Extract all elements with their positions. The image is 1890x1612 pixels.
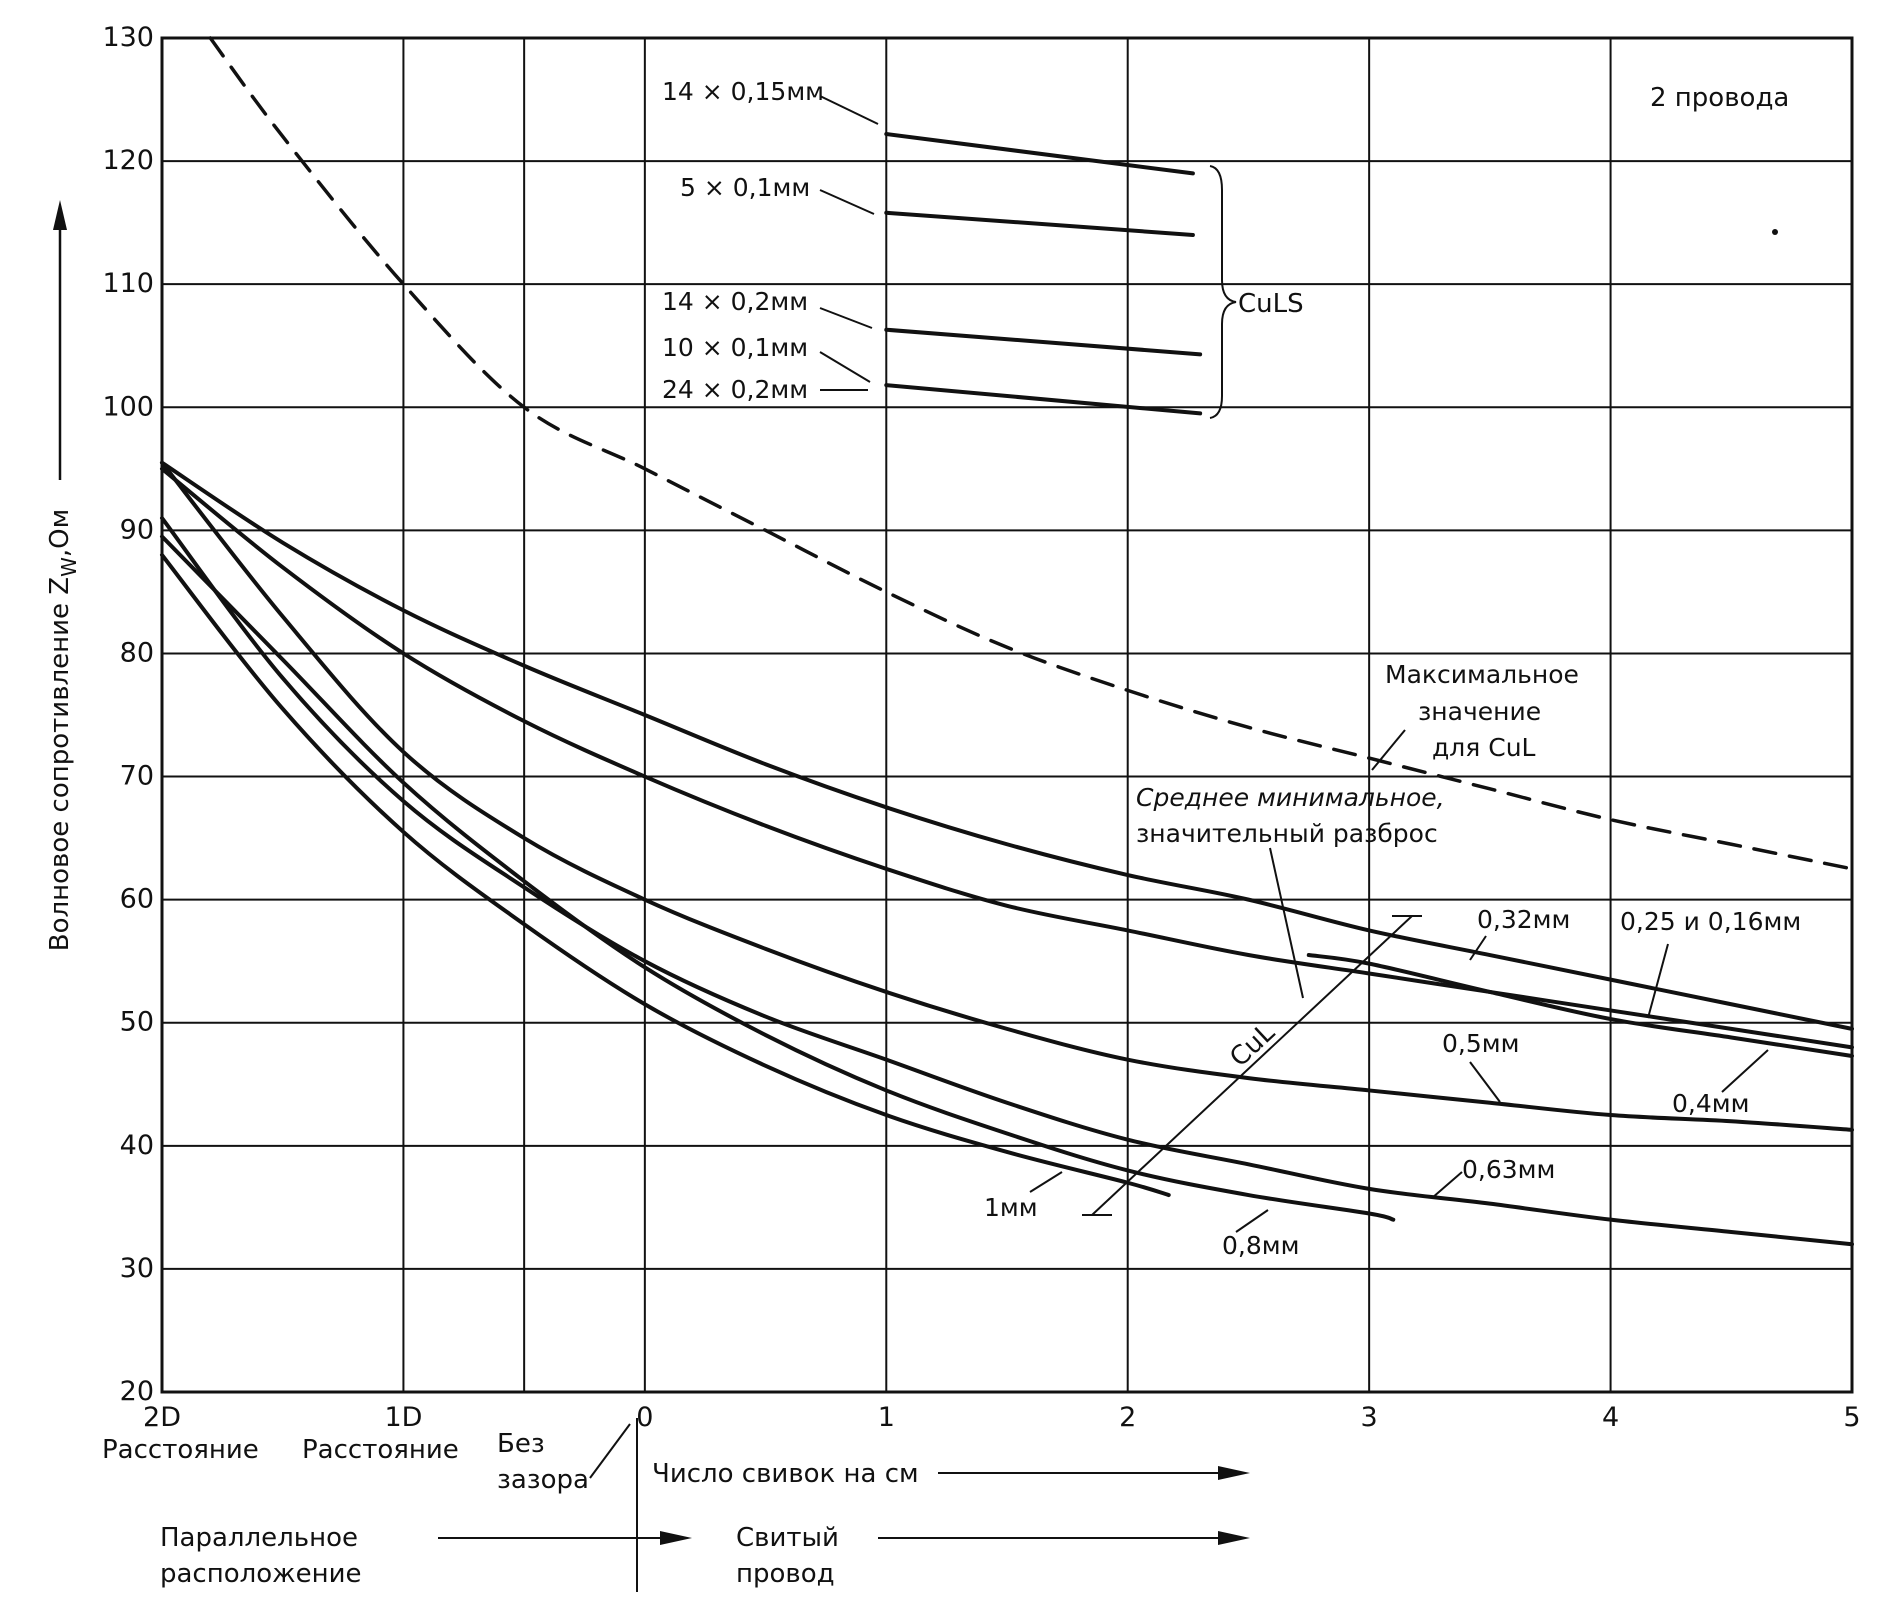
series-line-5 [160,516,1854,1247]
bottom-no-gap-2: зазора [497,1465,589,1495]
series-label-025: 0,25 и 0,16мм [1620,907,1801,936]
culs-label-14x015: 14 × 0,15мм [662,77,824,106]
bottom-twisted-1: Свитый [736,1523,839,1553]
bottom-twists: Число свивок на см [652,1459,919,1489]
series-label-063: 0,63мм [1462,1155,1555,1184]
y-tick-labels: 20 30 40 50 60 70 80 90 100 110 120 130 [102,22,154,1407]
series-line-2 [160,466,1854,1050]
series-label-032: 0,32мм [1477,905,1570,934]
leader-5x01 [819,189,875,215]
culs-label-5x01: 5 × 0,1мм [680,173,810,202]
series-line-11 [884,383,1203,416]
x-tick-label: 4 [1602,1402,1619,1433]
x-tick-label: 2D [143,1402,181,1433]
culs-group-label: CuLS [1238,289,1304,319]
bottom-parallel-2: расположение [160,1559,361,1589]
bottom-dist-2d: Расстояние [102,1435,259,1465]
parallel-arrow-head [660,1531,692,1545]
series-line-4 [160,460,1854,1132]
plot-border [160,36,1854,1394]
series-label-1: 1мм [984,1193,1038,1222]
y-tick-label: 110 [102,268,154,299]
x-tick-label: 3 [1361,1402,1378,1433]
x-tick-label: 2 [1119,1402,1136,1433]
series-line-6 [160,534,1396,1222]
bottom-no-gap-1: Без [497,1429,545,1459]
no-gap-pointer [589,1423,631,1479]
y-tick-label: 70 [120,761,154,792]
x-tick-label: 0 [636,1402,653,1433]
cul-label: CuL [1224,1017,1281,1073]
y-tick-label: 90 [120,514,154,545]
leader-08 [1235,1209,1269,1233]
series-line-3 [1306,953,1854,1058]
max-label-1: Максимальное [1385,660,1579,689]
bottom-parallel-1: Параллельное [160,1523,358,1553]
max-label-3: для CuL [1432,733,1536,762]
bottom-dist-1d: Расстояние [302,1435,459,1465]
series-line-9 [884,210,1195,237]
leader-063 [1431,1171,1463,1199]
series-lines [160,36,1854,1247]
series-label-04: 0,4мм [1672,1089,1749,1118]
culs-label-24x02: 24 × 0,2мм [662,375,808,404]
grid [161,37,1853,1393]
culs-brace [1209,165,1237,419]
leader-14x015 [819,95,879,125]
leader-032 [1469,935,1487,961]
series-label-05: 0,5мм [1442,1029,1519,1058]
twisted-arrow-head [1218,1531,1250,1545]
culs-label-10x01: 10 × 0,1мм [662,333,808,362]
series-line-7 [160,552,1171,1198]
twists-arrow-head [1218,1466,1250,1480]
y-axis-label: Волновое сопротивление ZW,Ом [45,200,81,951]
y-tick-label: 80 [120,637,154,668]
leader-04 [1721,1049,1769,1093]
series-line-10 [884,327,1203,357]
y-tick-label: 100 [102,391,154,422]
avg-label-2: значительный разброс [1136,819,1438,848]
leader-avg [1269,847,1304,999]
max-label-2: значение [1418,697,1541,726]
x-tick-label: 1 [878,1402,895,1433]
y-tick-label: 120 [102,145,154,176]
series-line-8 [884,132,1195,176]
cul-range-line [1091,915,1413,1216]
y-tick-label: 60 [120,884,154,915]
svg-text:Волновое сопротивление ZW,Ом: Волновое сопротивление ZW,Ом [45,509,81,951]
y-tick-label: 30 [120,1253,154,1284]
avg-label-1: Среднее минимальное, [1136,783,1445,812]
plot-frame [160,36,1854,1394]
series-label-08: 0,8мм [1222,1231,1299,1260]
leader-10x01 [819,351,871,383]
series-line-1 [160,460,1854,1031]
speck [1772,229,1778,235]
culs-label-14x02: 14 × 0,2мм [662,287,808,316]
x-tick-label: 1D [384,1402,422,1433]
y-tick-label: 40 [120,1130,154,1161]
x-tick-labels: 2D 1D 0 1 2 3 4 5 [143,1402,1861,1433]
y-tick-label: 20 [120,1376,154,1407]
leader-025 [1647,943,1669,1019]
y-tick-label: 50 [120,1007,154,1038]
series-line-0 [208,36,1854,871]
bottom-twisted-2: провод [736,1559,835,1589]
leader-05 [1469,1061,1501,1103]
leader-max [1371,729,1406,771]
y-tick-label: 130 [102,22,154,53]
leader-1 [1029,1171,1063,1193]
x-tick-label: 5 [1843,1402,1860,1433]
leader-14x02 [819,307,873,329]
corner-note: 2 провода [1650,83,1789,113]
